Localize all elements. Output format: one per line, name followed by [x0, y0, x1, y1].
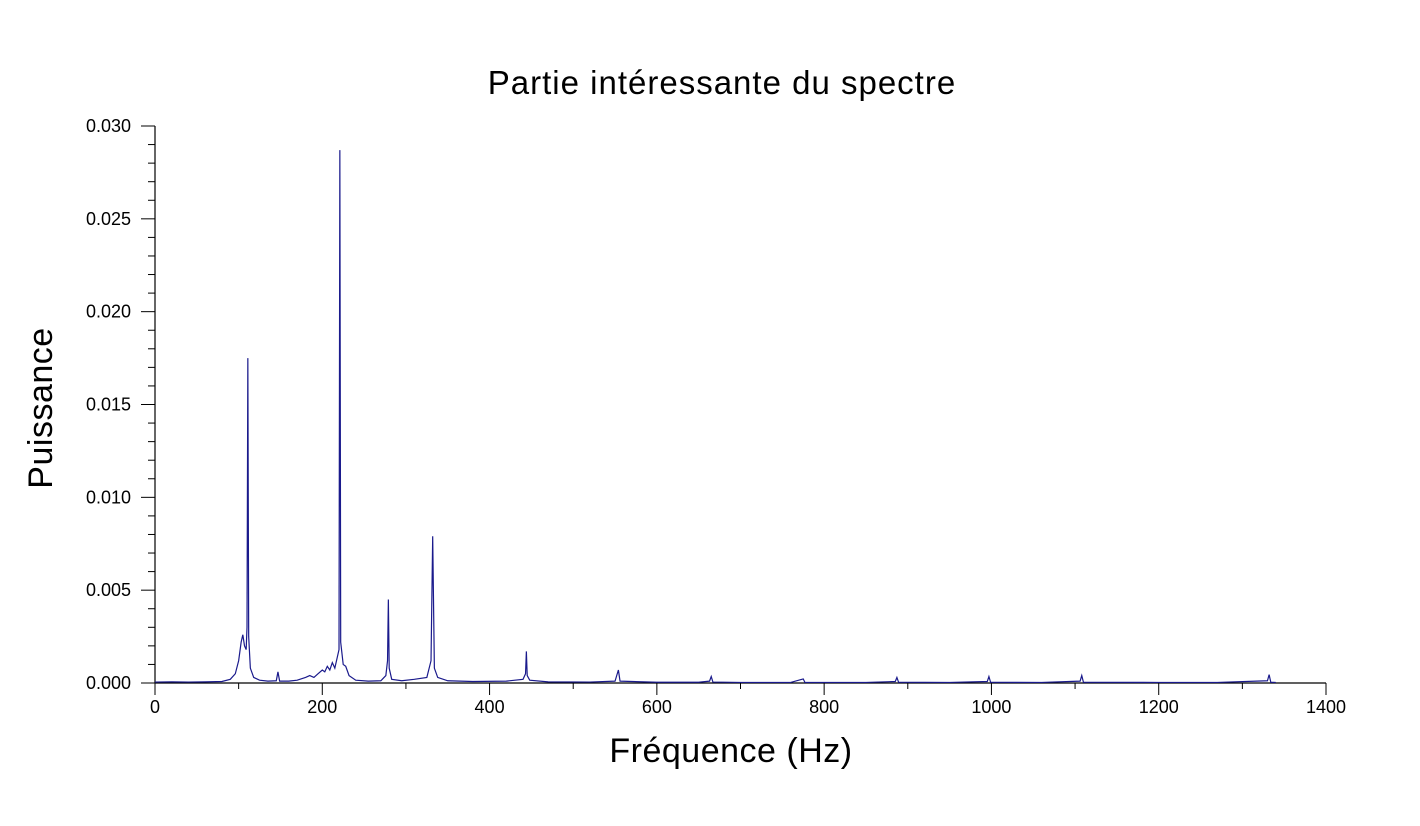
x-tick-label: 600 — [642, 697, 672, 717]
y-axis-label: Puissance — [22, 327, 60, 488]
y-tick-label: 0.020 — [86, 302, 131, 322]
y-tick-label: 0.010 — [86, 487, 131, 507]
y-tick-label: 0.030 — [86, 116, 131, 136]
x-tick-label: 1000 — [971, 697, 1011, 717]
y-minor-ticks — [148, 144, 155, 665]
chart-title: Partie intéressante du spectre — [488, 64, 956, 101]
series-line — [154, 150, 1276, 684]
x-tick-label: 200 — [307, 697, 337, 717]
x-tick-label: 0 — [150, 697, 160, 717]
y-tick-label: 0.005 — [86, 580, 131, 600]
x-tick-label: 800 — [809, 697, 839, 717]
y-ticks: 0.000 0.005 0.010 0.015 0.020 0.025 0.030 — [86, 116, 155, 693]
x-tick-label: 1400 — [1306, 697, 1346, 717]
y-tick-label: 0.025 — [86, 209, 131, 229]
y-tick-label: 0.015 — [86, 395, 131, 415]
x-tick-label: 1200 — [1139, 697, 1179, 717]
y-tick-label: 0.000 — [86, 673, 131, 693]
axes — [154, 126, 1326, 684]
x-minor-ticks — [238, 683, 1243, 689]
x-axis-label: Fréquence (Hz) — [609, 732, 852, 770]
x-tick-label: 400 — [475, 697, 505, 717]
x-ticks: 0 200 400 600 800 1000 1200 1400 — [150, 683, 1346, 717]
